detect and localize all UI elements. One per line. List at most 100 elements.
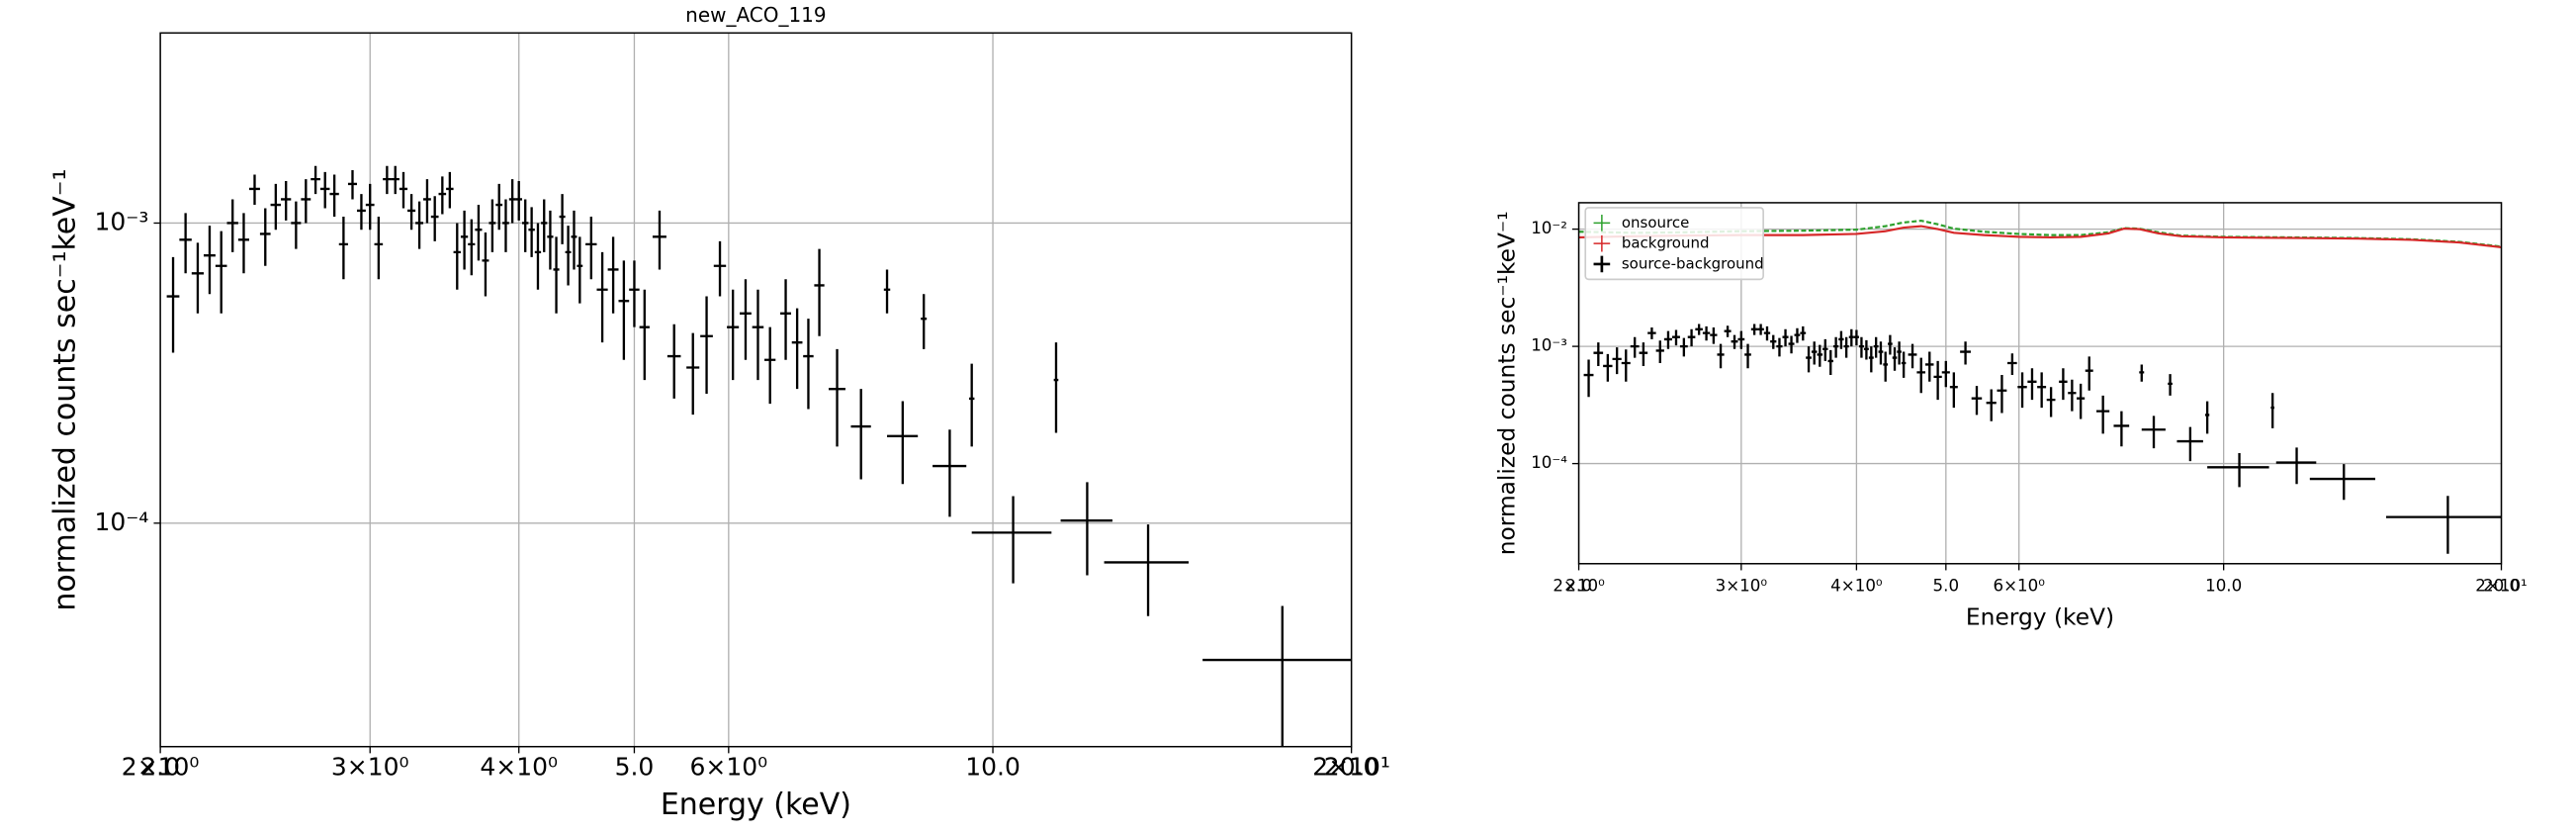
error-bar: [1949, 372, 1958, 409]
x-tick-label: 20.0: [1324, 752, 1379, 781]
x-tick-label: 20.0: [2483, 577, 2520, 596]
error-bar: [319, 171, 330, 209]
error-bar: [1897, 341, 1902, 365]
error-bar: [215, 231, 227, 314]
error-bar: [2068, 379, 2077, 412]
error-bar: [1750, 324, 1758, 335]
error-bar: [700, 296, 713, 394]
error-bar: [1822, 338, 1828, 361]
error-bar: [933, 429, 967, 517]
error-bar: [1737, 330, 1745, 349]
error-bar: [585, 217, 597, 280]
plot-frame: [159, 32, 1353, 748]
plot-area: [1578, 220, 2502, 554]
x-minor-tick-label: 2×10¹: [1312, 752, 1390, 781]
chart-title: new_ACO_119: [685, 3, 826, 27]
error-bar: [1873, 336, 1879, 358]
error-bar: [2275, 447, 2317, 485]
error-bar: [541, 199, 548, 252]
error-bar: [475, 205, 483, 261]
legend: onsource background source-background: [1584, 207, 1764, 281]
legend-marker: [1593, 234, 1611, 252]
plot-area: [166, 165, 1352, 747]
error-bar: [1717, 343, 1725, 369]
error-bar: [1933, 360, 1942, 401]
error-bar: [780, 279, 791, 360]
error-bar: [1776, 337, 1783, 357]
error-bar: [971, 496, 1052, 584]
error-bar: [489, 199, 496, 252]
error-bar: [438, 176, 447, 215]
error-bar: [1593, 342, 1604, 366]
error-bar: [1878, 341, 1884, 365]
error-bar: [1663, 330, 1672, 349]
x-tick-label: 2.0: [140, 752, 180, 781]
error-bar: [179, 213, 192, 274]
error-bar: [1941, 360, 1950, 388]
x-minor-tick-label: 2×10⁰: [1553, 577, 1605, 596]
error-bar: [1724, 325, 1732, 337]
error-bar: [791, 308, 803, 390]
error-bar: [515, 181, 522, 221]
y-tick-label: 10⁻²: [1531, 219, 1567, 237]
error-bar: [1843, 336, 1849, 358]
error-bar: [2085, 356, 2093, 391]
legend-marker: [1593, 214, 1611, 232]
y-tick-label: 10⁻³: [94, 207, 148, 235]
error-bar: [1060, 482, 1112, 576]
error-bar: [502, 199, 509, 252]
y-tick-label: 10⁻⁴: [94, 508, 148, 536]
error-bar: [237, 213, 250, 274]
error-bar: [1817, 344, 1823, 367]
error-bar: [508, 179, 516, 224]
error-bar: [453, 223, 461, 290]
plot-frame: [1577, 202, 2503, 565]
error-bar: [1883, 351, 1889, 382]
x-tick-label: 5.0: [1933, 577, 1960, 596]
error-bar: [1702, 325, 1711, 341]
error-bar: [618, 260, 630, 360]
error-bar: [365, 183, 375, 231]
error-bar: [577, 236, 583, 304]
error-bar: [1782, 328, 1789, 347]
error-bar: [1971, 386, 1983, 416]
error-bar: [921, 294, 928, 349]
error-bar: [1997, 375, 2007, 414]
error-bar: [249, 174, 260, 206]
error-bar: [259, 208, 271, 266]
x-tick-label: 2.0: [1565, 577, 1592, 596]
error-bar: [2168, 374, 2173, 396]
error-bar: [1794, 327, 1801, 343]
error-bar: [270, 183, 282, 231]
error-bar: [1811, 341, 1818, 365]
error-bar: [2207, 452, 2269, 488]
error-bar: [2270, 393, 2274, 428]
error-bar: [727, 289, 740, 381]
error-bar: [1603, 353, 1613, 382]
error-bar: [2141, 416, 2166, 449]
error-bar: [1679, 337, 1688, 357]
error-bar: [1960, 341, 1971, 365]
error-bar: [1901, 351, 1907, 378]
error-bar: [415, 201, 424, 249]
error-bar: [740, 279, 752, 360]
error-bar: [468, 219, 476, 276]
legend-label: onsource: [1622, 214, 1689, 232]
error-bar: [2017, 372, 2027, 409]
error-bar: [301, 179, 311, 224]
error-bar: [629, 260, 640, 327]
y-axis-label: normalized counts sec⁻¹keV⁻¹: [1493, 211, 1520, 555]
error-bar: [565, 226, 572, 286]
x-tick-label: 3×10⁰: [331, 752, 409, 781]
error-bar: [1858, 336, 1864, 358]
error-bar: [1827, 349, 1833, 376]
error-bar: [2059, 368, 2068, 401]
x-tick-label: 3×10⁰: [1716, 577, 1768, 596]
error-bar: [1639, 342, 1648, 366]
error-bar: [281, 181, 292, 221]
x-minor-tick-label: 2×10¹: [2475, 577, 2527, 596]
error-bar: [828, 348, 845, 447]
error-bar: [2027, 368, 2037, 401]
error-bar: [2037, 372, 2047, 409]
